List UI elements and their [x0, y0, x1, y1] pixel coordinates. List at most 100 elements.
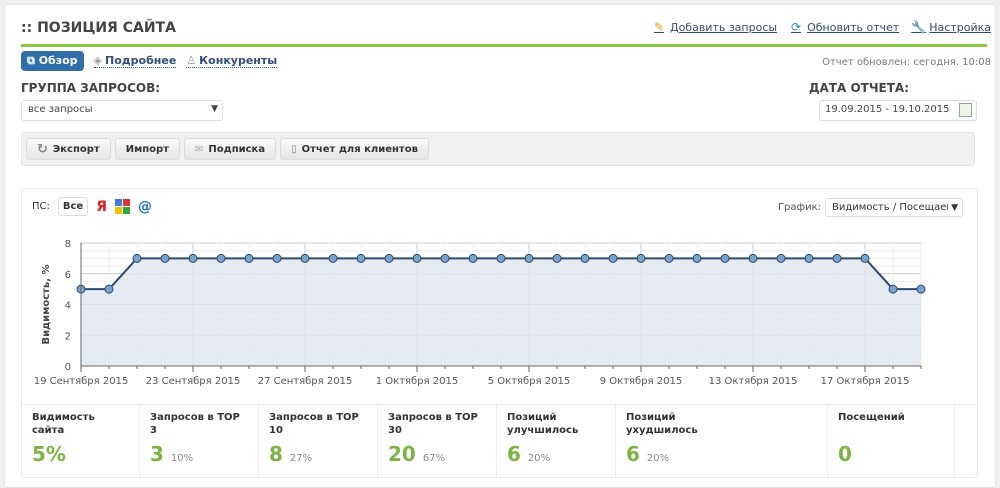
x-tick-label: 27 Сентября 2015 [258, 376, 353, 387]
stat-percent: 20% [646, 453, 670, 464]
query-group-select[interactable]: все запросы ▼ [21, 100, 223, 121]
data-point [860, 253, 870, 263]
google-icon[interactable] [115, 199, 130, 214]
chart-panel: ПС: Все Я @ График: Видимость / Посещаемо… [21, 188, 978, 479]
report-date-label: ДАТА ОТЧЕТА: [808, 81, 909, 95]
data-point [888, 284, 898, 294]
data-point [104, 284, 114, 294]
data-point [328, 253, 338, 263]
site-position-panel: :: ПОЗИЦИЯ САЙТА ✎ Добавить запросы ⟳ Обно… [4, 4, 996, 488]
area-fill [81, 258, 921, 366]
graph-label: График: [777, 202, 821, 213]
stat-label: Позиций ухудшилось [626, 412, 698, 436]
tab-competitors[interactable]: ♙ Конкуренты [186, 54, 278, 68]
x-tick-label: 17 Октября 2015 [821, 376, 910, 387]
chevron-down-icon: ▼ [951, 202, 958, 213]
stat-item: Видимость сайта 5% [22, 405, 140, 479]
stat-item: Запросов в TOP 30 20 67% [378, 405, 497, 479]
data-point [692, 253, 702, 263]
report-date-input[interactable]: 19.09.2015 - 19.10.2015 [819, 100, 977, 121]
y-tick-label: 2 [65, 331, 71, 342]
mail-ru-icon[interactable]: @ [138, 198, 152, 215]
x-tick-label: 9 Октября 2015 [600, 376, 682, 387]
y-tick-label: 4 [65, 301, 71, 312]
refresh-report-link[interactable]: ⟳ Обновить отчет [791, 20, 900, 34]
y-tick-label: 0 [65, 362, 71, 373]
page-title: :: ПОЗИЦИЯ САЙТА [21, 20, 176, 36]
data-point [356, 253, 366, 263]
document-icon: ▯ [291, 143, 297, 155]
export-button[interactable]: ↻ Экспорт [26, 138, 111, 160]
stat-label: Запросов в TOP 3 [150, 412, 240, 436]
tab-overview[interactable]: ⧉ Обзор [21, 51, 84, 71]
data-point [300, 253, 310, 263]
stat-value: 20 67% [388, 442, 446, 466]
data-point [440, 253, 450, 263]
data-point [412, 253, 422, 263]
data-point [468, 253, 478, 263]
data-point [384, 253, 394, 263]
stat-item: Запросов в TOP 10 8 27% [259, 405, 378, 479]
chevron-down-icon: ▼ [211, 104, 218, 114]
data-point [832, 253, 842, 263]
data-point [132, 253, 142, 263]
x-tick-label: 23 Сентября 2015 [146, 376, 241, 387]
data-point [580, 253, 590, 263]
report-updated: Отчет обновлен: сегодня, 10:08 [822, 57, 991, 68]
data-point [748, 253, 758, 263]
y-tick-label: 8 [65, 239, 71, 250]
stat-value: 3 10% [150, 442, 194, 466]
data-point [608, 253, 618, 263]
engine-all-button[interactable]: Все [57, 197, 89, 216]
data-point [664, 253, 674, 263]
stat-value: 6 20% [626, 442, 670, 466]
tab-details[interactable]: ◈ Подробнее [93, 54, 177, 68]
refresh-icon: ⟳ [791, 20, 802, 34]
query-group-label: ГРУППА ЗАПРОСОВ: [21, 81, 161, 95]
data-point [496, 253, 506, 263]
stat-item: Позиций улучшилось 6 20% [497, 405, 616, 479]
import-button[interactable]: Импорт [114, 138, 180, 160]
stat-percent: 20% [527, 453, 551, 464]
envelope-icon: ✉ [194, 143, 204, 155]
data-point [160, 253, 170, 263]
visibility-chart: 0 2 4 6 8 19 Сентября 2015 23 Сентября 2015 27 … [34, 239, 926, 387]
settings-link[interactable]: 🔧 Настройка [911, 20, 991, 34]
export-icon: ↻ [37, 141, 48, 157]
data-point [272, 253, 282, 263]
stat-value: 0 [838, 442, 852, 466]
data-point [720, 253, 730, 263]
diamond-icon: ◈ [93, 54, 103, 67]
graph-select-value: Видимость / Посещаемость [832, 202, 948, 213]
graph-select[interactable]: Видимость / Посещаемость▼ [825, 198, 963, 217]
data-point [216, 253, 226, 263]
toolbar: ↻ Экспорт Импорт ✉ Подписка ▯ Отчет для кли… [21, 132, 975, 166]
stat-value: 5% [32, 442, 66, 466]
users-icon: ♙ [186, 54, 197, 67]
data-point [916, 284, 926, 294]
subscribe-button[interactable]: ✉ Подписка [183, 138, 277, 160]
add-queries-link[interactable]: ✎ Добавить запросы [653, 20, 778, 34]
calendar-icon[interactable] [959, 103, 972, 117]
data-point [552, 253, 562, 263]
stat-label: Посещений [838, 412, 905, 423]
x-tick-label: 19 Сентября 2015 [34, 376, 129, 387]
data-point [776, 253, 786, 263]
client-report-button[interactable]: ▯ Отчет для клиентов [280, 138, 429, 160]
stat-value: 8 27% [269, 442, 313, 466]
stat-label: Запросов в TOP 30 [388, 412, 478, 436]
yandex-icon[interactable]: Я [96, 198, 107, 215]
stat-percent: 10% [170, 453, 194, 464]
stat-item: Запросов в TOP 3 3 10% [140, 405, 259, 479]
data-point [524, 253, 534, 263]
stat-label: Позиций улучшилось [507, 412, 579, 436]
stat-item: Позиций ухудшилось 6 20% [616, 405, 828, 479]
stat-item: Посещений 0 [828, 405, 955, 479]
y-tick-label: 6 [65, 270, 71, 281]
x-tick-label: 5 Октября 2015 [488, 376, 570, 387]
divider [21, 44, 987, 47]
wrench-icon: 🔧 [911, 20, 927, 34]
search-engines-label: ПС: [32, 201, 50, 212]
data-point [188, 253, 198, 263]
